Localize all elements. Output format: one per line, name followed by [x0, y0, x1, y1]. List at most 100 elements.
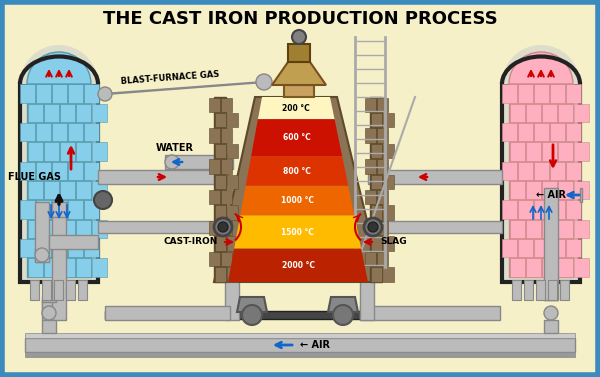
Circle shape	[333, 305, 353, 325]
Bar	[35, 84, 50, 103]
Bar	[502, 239, 517, 257]
Bar	[502, 123, 517, 141]
Bar	[52, 239, 67, 257]
Bar	[35, 123, 50, 141]
Bar	[580, 188, 582, 202]
Bar	[377, 159, 388, 173]
Bar	[526, 181, 541, 199]
Text: 200 °C: 200 °C	[283, 104, 310, 113]
Bar	[502, 200, 517, 219]
Bar	[574, 219, 589, 238]
Bar	[20, 84, 98, 282]
Text: THE CAST IRON PRODUCTION PROCESS: THE CAST IRON PRODUCTION PROCESS	[103, 10, 497, 28]
Text: CAST-IRON: CAST-IRON	[164, 238, 218, 247]
Bar	[557, 219, 572, 238]
Bar	[557, 104, 572, 122]
Bar	[67, 123, 83, 141]
Bar	[91, 143, 107, 161]
Bar	[59, 104, 74, 122]
Bar	[557, 143, 572, 161]
Bar	[371, 205, 382, 220]
Bar	[373, 221, 502, 233]
Bar	[44, 258, 59, 276]
Bar	[550, 200, 565, 219]
Circle shape	[165, 155, 179, 169]
Bar	[91, 104, 107, 122]
Bar	[288, 44, 310, 62]
Bar	[221, 128, 232, 143]
Bar	[19, 123, 35, 141]
Bar	[502, 162, 517, 180]
Bar	[550, 84, 565, 103]
Bar	[215, 144, 226, 158]
Bar	[377, 190, 388, 204]
Bar	[28, 181, 43, 199]
Bar	[227, 175, 238, 189]
Bar	[98, 170, 228, 184]
Bar	[209, 252, 220, 266]
Bar	[377, 221, 388, 235]
Bar	[544, 188, 558, 300]
Bar	[215, 236, 226, 251]
Bar	[52, 123, 67, 141]
Bar	[27, 84, 91, 277]
Text: WATER: WATER	[156, 143, 194, 153]
Circle shape	[218, 222, 228, 232]
Bar	[19, 239, 35, 257]
Circle shape	[42, 306, 56, 320]
Bar	[371, 236, 382, 251]
Bar	[574, 258, 589, 276]
Bar	[215, 205, 226, 220]
Bar	[91, 258, 107, 276]
Bar	[365, 190, 376, 204]
Bar	[517, 123, 533, 141]
Bar	[44, 104, 59, 122]
Bar	[566, 84, 581, 103]
Polygon shape	[228, 249, 368, 282]
Bar	[76, 258, 91, 276]
Bar	[517, 162, 533, 180]
Bar	[42, 296, 56, 314]
Bar	[517, 84, 533, 103]
Wedge shape	[502, 45, 580, 84]
Bar	[52, 162, 67, 180]
Bar	[227, 144, 238, 158]
Bar	[509, 219, 524, 238]
Bar	[91, 181, 107, 199]
Bar	[371, 175, 382, 189]
Bar	[574, 181, 589, 199]
Bar	[35, 248, 42, 262]
Bar	[215, 113, 226, 127]
Bar	[165, 155, 233, 169]
Bar	[368, 170, 502, 184]
Bar	[98, 221, 223, 233]
Bar	[566, 239, 581, 257]
Bar	[59, 219, 74, 238]
Bar	[221, 98, 232, 112]
Circle shape	[94, 191, 112, 209]
Bar	[377, 252, 388, 266]
Bar	[54, 280, 63, 300]
Bar	[517, 239, 533, 257]
Bar	[383, 144, 394, 158]
Bar	[557, 258, 572, 276]
Bar	[76, 181, 91, 199]
Bar	[542, 181, 557, 199]
Bar	[44, 219, 59, 238]
Bar	[383, 175, 394, 189]
Wedge shape	[27, 52, 91, 84]
Bar	[83, 123, 98, 141]
Text: ← AIR: ← AIR	[536, 190, 566, 200]
Text: 800 °C: 800 °C	[283, 167, 311, 176]
Bar	[25, 338, 575, 352]
Polygon shape	[237, 297, 267, 312]
Bar	[28, 219, 43, 238]
Bar	[360, 306, 500, 320]
Bar	[209, 159, 220, 173]
Bar	[227, 267, 238, 282]
Bar	[221, 190, 232, 204]
Polygon shape	[328, 297, 358, 312]
Bar	[574, 104, 589, 122]
Bar	[509, 84, 573, 277]
Bar	[550, 239, 565, 257]
